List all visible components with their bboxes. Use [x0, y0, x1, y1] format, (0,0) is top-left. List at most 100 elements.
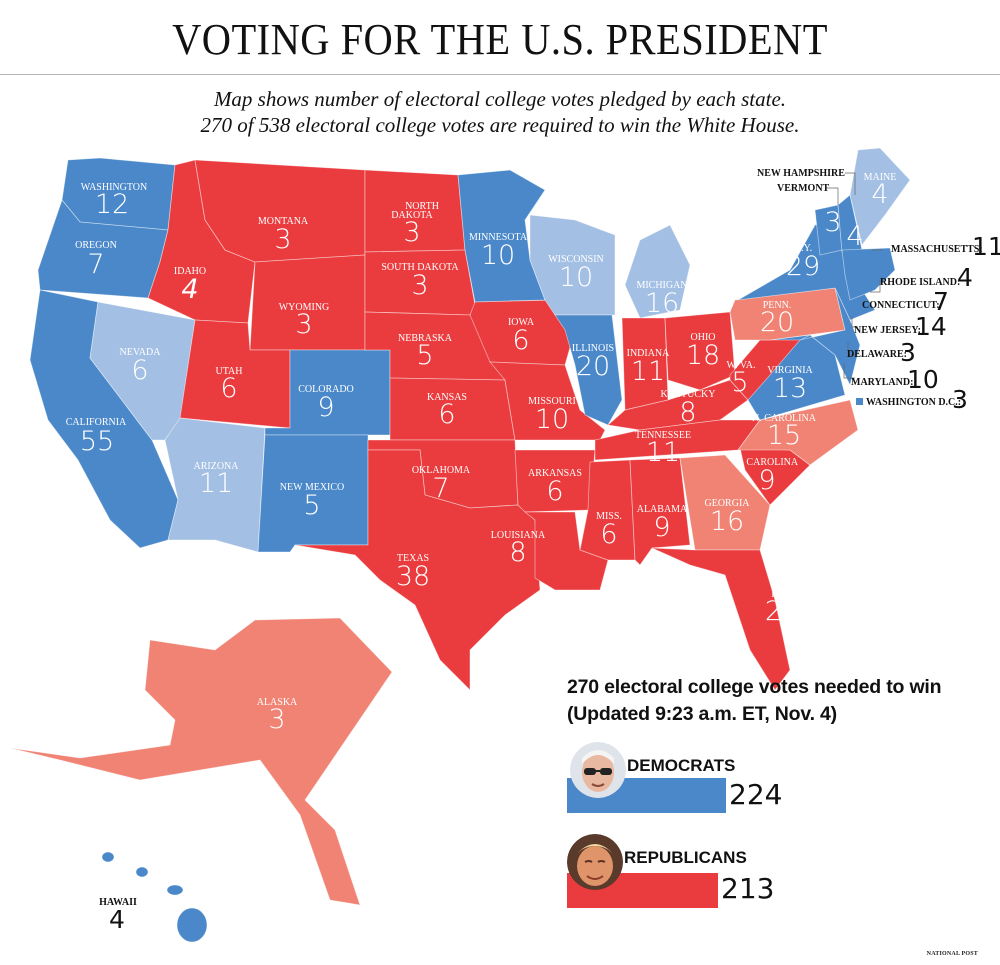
votes-nebraska: 5 — [416, 340, 433, 371]
votes-mississippi: 6 — [600, 519, 617, 550]
democrats-label: DEMOCRATS — [627, 756, 736, 775]
label-colorado: COLORADO — [298, 384, 354, 395]
label-washington: WASHINGTON — [81, 182, 147, 193]
votes-arizona: 11 — [199, 468, 233, 499]
votes-arkansas: 6 — [546, 476, 563, 507]
label-nebraska: NEBRASKA — [398, 333, 453, 344]
label-virginia: VIRGINIA — [767, 365, 813, 376]
label-texas: TEXAS — [397, 553, 429, 564]
label-missouri: MISSOURI — [528, 396, 576, 407]
votes-ohio: 18 — [686, 340, 720, 371]
callout-rhode-island: RHODE ISLAND: — [880, 277, 960, 288]
votes-north-dakota: 3 — [403, 217, 420, 248]
label-north-carolina: N. CAROLINA — [752, 413, 817, 424]
votes-alabama: 9 — [653, 512, 670, 543]
state-massachusetts-ct-ri[interactable] — [841, 247, 896, 301]
votes-maine: 4 — [871, 179, 888, 210]
callout-massachusetts: MASSACHUSETTS: — [891, 244, 983, 255]
votes-wyoming: 3 — [295, 309, 312, 340]
state-louisiana[interactable] — [523, 511, 609, 591]
label-oklahoma: OKLAHOMA — [412, 465, 471, 476]
tally-heading-line-2: (Updated 9:23 a.m. ET, Nov. 4) — [567, 703, 837, 725]
subtitle: Map shows number of electoral college vo… — [0, 86, 1000, 138]
label-new-mexico: NEW MEXICO — [280, 482, 345, 493]
label-north-dakota-2: DAKOTA — [391, 210, 433, 221]
state-maryland-delaware-nj[interactable] — [799, 287, 861, 387]
state-arkansas[interactable] — [514, 449, 596, 513]
label-mississippi: MISS. — [596, 511, 622, 522]
state-illinois[interactable] — [554, 314, 623, 426]
state-georgia[interactable] — [679, 454, 771, 551]
electoral-tally: 270 electoral college votes needed to wi… — [567, 674, 987, 908]
state-texas[interactable] — [294, 449, 541, 691]
state-hawaii-maui[interactable] — [166, 884, 184, 896]
label-arizona: ARIZONA — [194, 461, 240, 472]
label-alaska: ALASKA — [257, 697, 298, 708]
state-hawaii-oahu[interactable] — [135, 866, 149, 878]
republican-candidate-avatar — [567, 834, 623, 890]
callout-delaware: DELAWARE: — [847, 349, 907, 360]
label-kansas: KANSAS — [427, 392, 467, 403]
title-divider — [0, 74, 1000, 75]
callout-washington-dc: WASHINGTON D.C.: — [866, 397, 961, 408]
votes-oregon: 7 — [87, 249, 104, 280]
label-michigan: MICHIGAN — [636, 280, 687, 291]
callout-delaware-votes: 3 — [900, 338, 916, 367]
votes-florida: 29 — [765, 596, 799, 627]
label-oregon: OREGON — [75, 240, 117, 251]
label-new-york: N.Y. — [794, 243, 812, 254]
votes-pennsylvania: 20 — [760, 307, 794, 338]
label-arkansas: ARKANSAS — [528, 468, 582, 479]
votes-vermont: 3 — [824, 207, 841, 238]
label-nevada: NEVADA — [120, 347, 162, 358]
state-hawaii-big-island[interactable] — [176, 907, 208, 943]
votes-nevada: 6 — [131, 355, 148, 386]
dc-marker — [856, 398, 863, 405]
label-tennessee: TENNESSEE — [635, 430, 691, 441]
label-montana: MONTANA — [258, 216, 309, 227]
callout-new-jersey-votes: 14 — [915, 312, 947, 341]
votes-virginia: 13 — [773, 373, 807, 404]
subtitle-line-2: 270 of 538 electoral college votes are r… — [200, 113, 800, 137]
votes-california: 55 — [80, 426, 114, 457]
state-ohio[interactable] — [664, 311, 736, 391]
state-missouri[interactable] — [489, 361, 606, 441]
votes-kansas: 6 — [438, 399, 455, 430]
label-alabama: ALABAMA — [637, 504, 688, 515]
callout-new-jersey: NEW JERSEY: — [854, 325, 921, 336]
votes-tennessee: 11 — [646, 437, 680, 468]
votes-indiana: 11 — [631, 356, 665, 387]
republicans-label: REPUBLICANS — [624, 848, 747, 867]
votes-idaho: 4 — [181, 274, 198, 305]
label-wisconsin: WISCONSIN — [548, 254, 604, 265]
state-maine[interactable] — [849, 147, 911, 246]
votes-missouri: 10 — [535, 404, 569, 435]
votes-hawaii: 4 — [109, 905, 125, 934]
callout-maryland-votes: 10 — [907, 365, 939, 394]
votes-iowa: 6 — [512, 325, 529, 356]
democrats-votes: 224 — [729, 778, 783, 811]
tally-heading: 270 electoral college votes needed to wi… — [567, 674, 987, 728]
label-north-dakota-1: NORTH — [405, 201, 439, 212]
callout-new-hampshire: NEW HAMPSHIRE — [757, 168, 845, 179]
state-labels: WASHINGTON 12 OREGON 7 CALIFORNIA 55 NEV… — [66, 172, 897, 735]
state-hawaii-kauai[interactable] — [101, 851, 115, 863]
label-hawaii: HAWAII — [99, 897, 137, 908]
state-florida[interactable] — [651, 547, 791, 691]
label-maine: MAINE — [864, 172, 897, 183]
votes-wisconsin: 10 — [559, 262, 593, 293]
votes-michigan: 16 — [645, 288, 679, 319]
votes-minnesota: 10 — [481, 240, 515, 271]
callout-massachusetts-votes: 11 — [972, 232, 1000, 261]
label-ohio: OHIO — [691, 332, 716, 343]
state-alaska[interactable] — [9, 617, 393, 906]
label-louisiana: LOUISIANA — [491, 530, 546, 541]
callout-washington-dc-votes: 3 — [952, 385, 968, 414]
state-michigan[interactable] — [624, 224, 691, 319]
votes-new-mexico: 5 — [303, 490, 320, 521]
republicans-votes: 213 — [721, 872, 775, 905]
votes-new-york: 29 — [786, 251, 820, 282]
label-minnesota: MINNESOTA — [469, 232, 528, 243]
northeast-callouts: NEW HAMPSHIRE VERMONT MASSACHUSETTS: 11 … — [99, 168, 1000, 934]
callout-maryland: MARYLAND: — [851, 377, 913, 388]
